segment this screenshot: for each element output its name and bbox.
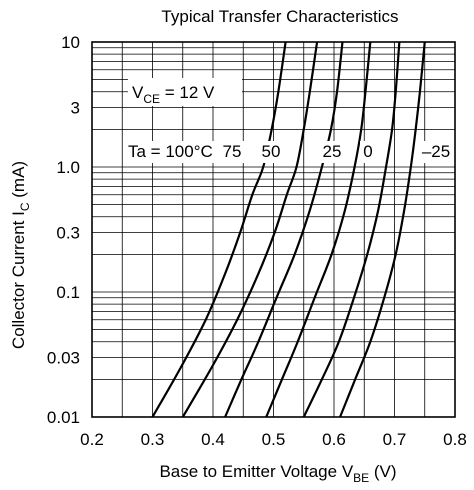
y-tick-label: 0.3 [56,223,80,242]
curves [151,41,426,418]
series-label-bg--25 [418,141,454,163]
y-tick-label: 0.01 [47,408,80,427]
series-label-75: 75 [223,142,242,161]
series-line-0 [302,41,401,418]
x-tick-label: 0.3 [141,430,165,449]
series-label--25: –25 [422,142,450,161]
ta-label-bg [124,141,242,163]
x-tick-label: 0.7 [383,430,407,449]
series-line--25 [339,41,426,418]
series-label-50: 50 [262,142,281,161]
vce-annotation-bg [128,78,242,106]
x-tick-label: 0.2 [80,430,104,449]
vce-annotation: VCE = 12 V [128,78,242,106]
chart-title: Typical Transfer Characteristics [161,7,398,26]
series-label-0: 0 [363,142,372,161]
y-tick-label: 3 [71,98,80,117]
x-tick-label: 0.5 [262,430,286,449]
x-axis-label: Base to Emitter Voltage VBE (V) [159,462,396,485]
series-label-bg-75 [219,141,245,163]
y-tick-label: 10 [61,33,80,52]
vce-annotation-text: VCE = 12 V [132,83,215,106]
plot-frame [91,41,456,418]
series-line-75 [181,41,319,418]
x-tick-labels: 0.2 0.3 0.4 0.5 0.6 0.7 0.8 [80,430,467,449]
y-tick-label: 0.1 [56,283,80,302]
x-tick-label: 0.6 [322,430,346,449]
y-tick-label: 1.0 [56,158,80,177]
series-label-25: 25 [323,142,342,161]
series-line-25 [265,41,372,418]
series-line-100 [151,41,287,418]
series-label-bg-50 [258,141,284,163]
series-line-50 [224,41,344,418]
y-tick-labels: 10 3 1.0 0.3 0.1 0.03 0.01 [47,33,80,427]
y-tick-label: 0.03 [47,348,80,367]
x-tick-label: 0.8 [443,430,467,449]
ta-label: Ta = 100°C [128,142,213,161]
curve-labels: Ta = 100°C 75 50 25 0 –25 [124,141,454,163]
series-label-bg-25 [319,141,345,163]
series-label-bg-0 [360,141,376,163]
y-axis-label: Collector Current IC (mA) [9,161,32,349]
x-tick-label: 0.4 [201,430,225,449]
